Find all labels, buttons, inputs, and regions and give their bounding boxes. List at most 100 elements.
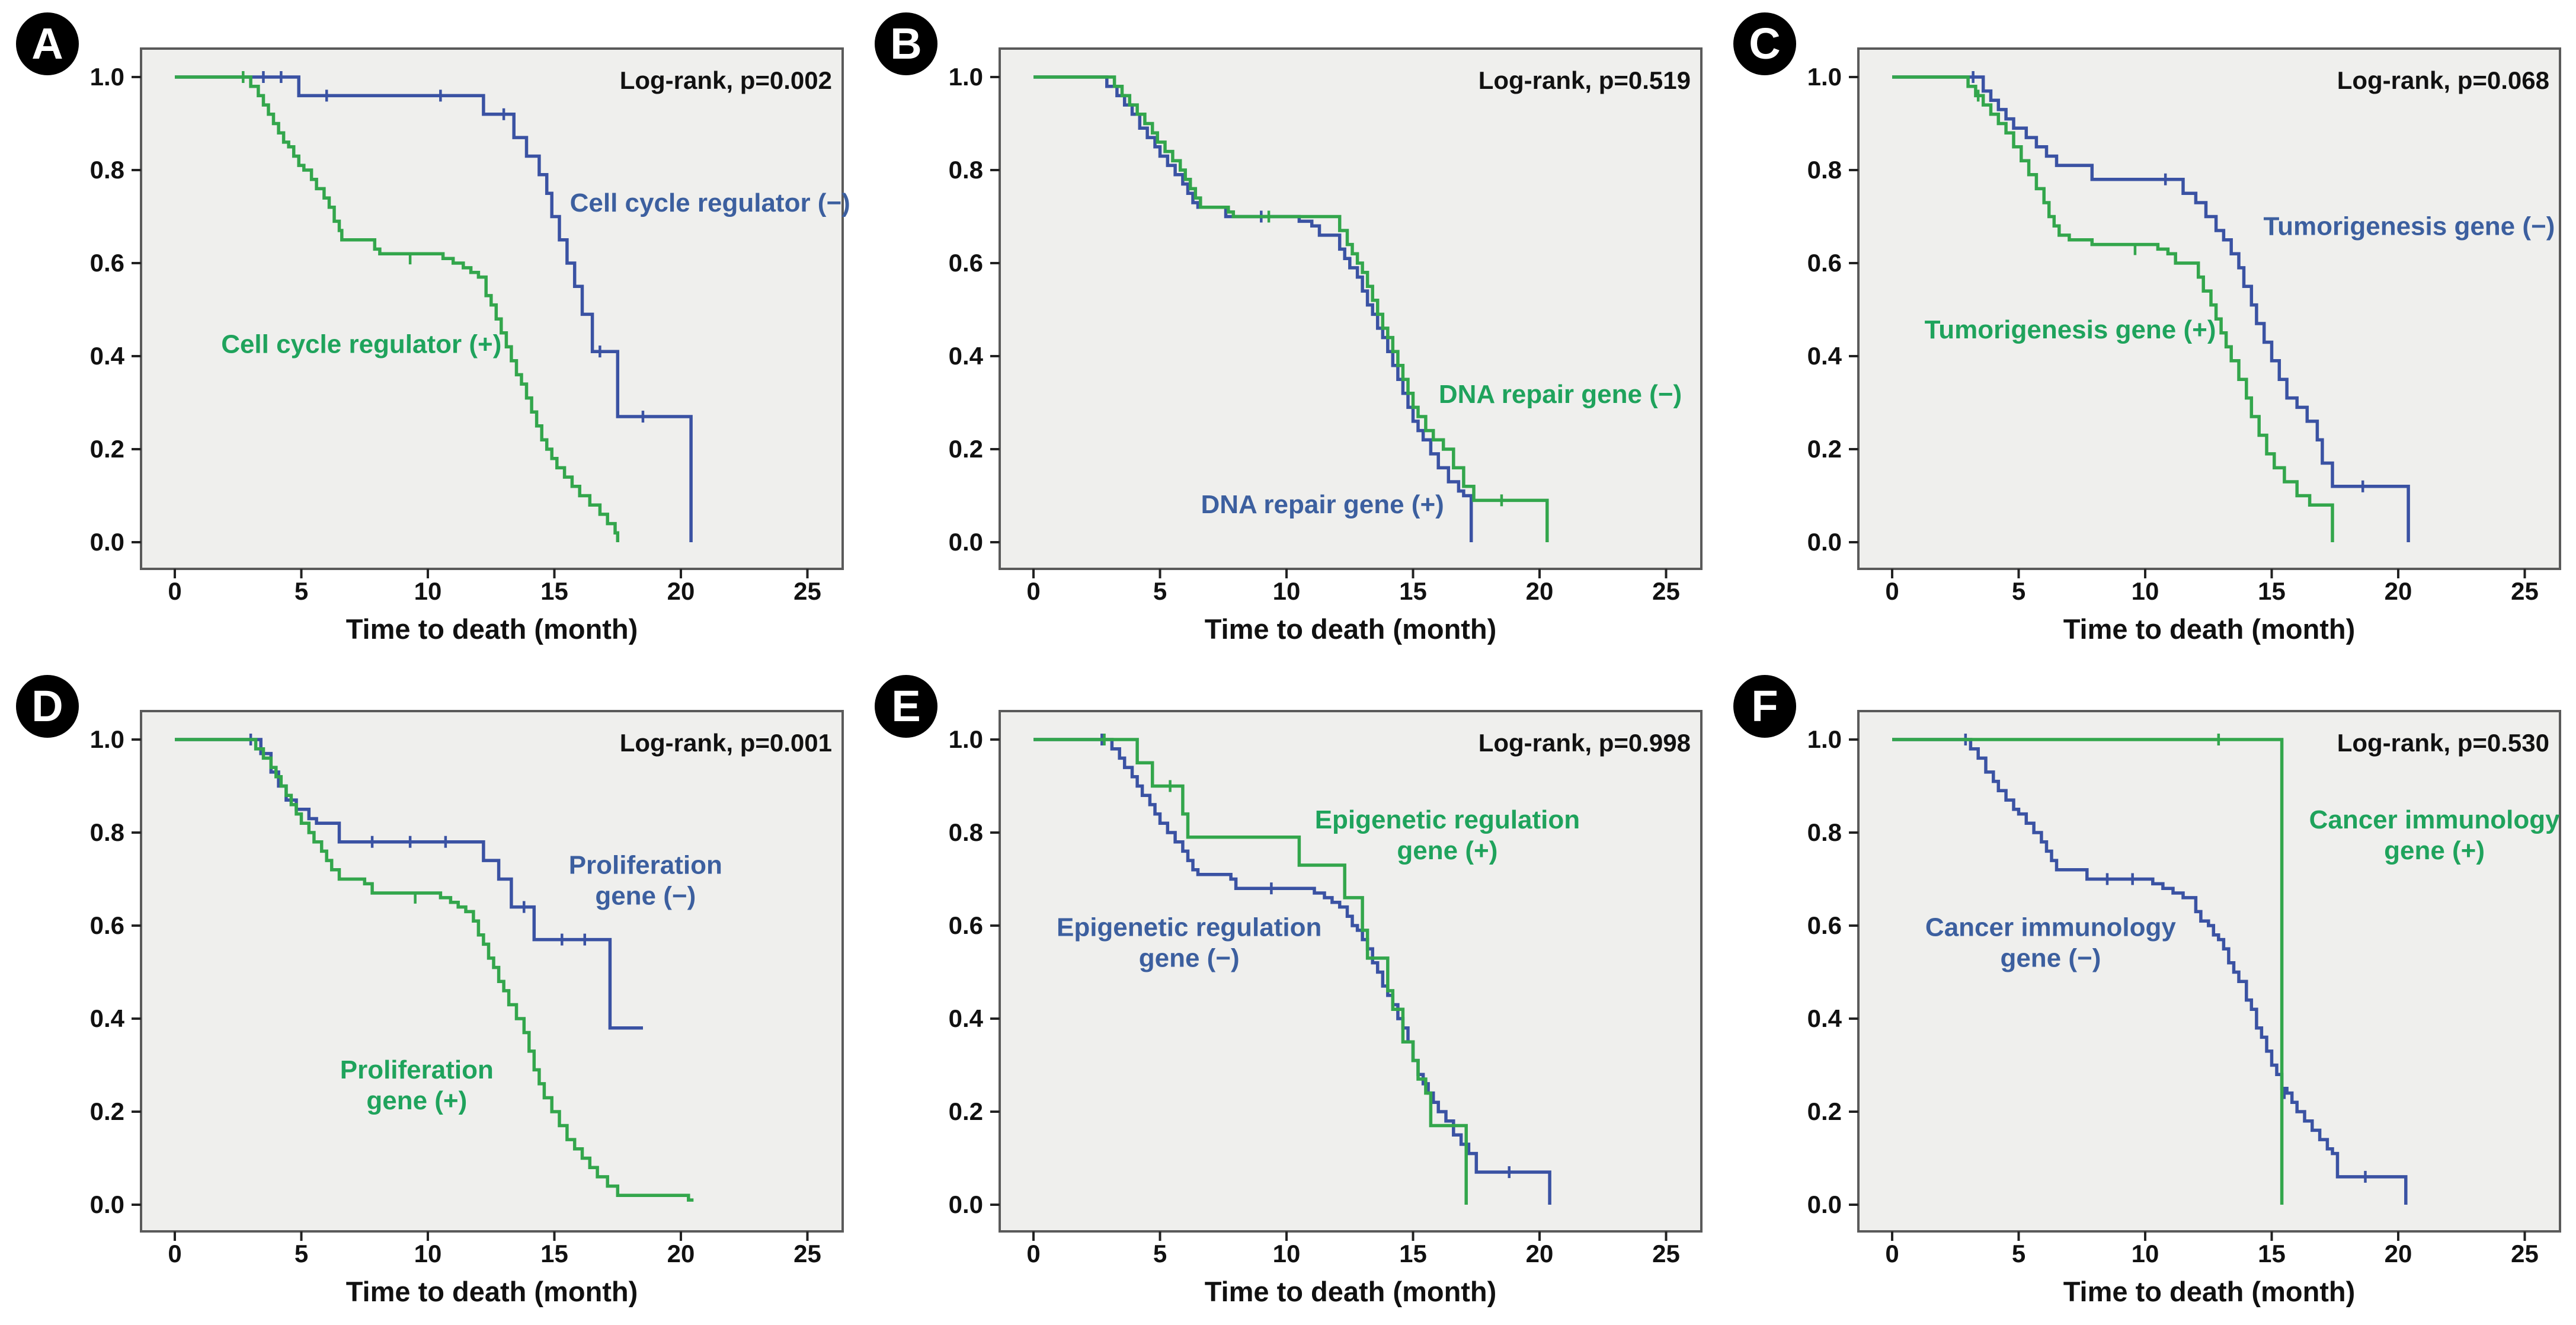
curve-label-blue: Tumorigenesis gene (−) (2264, 212, 2555, 241)
y-tick-label: 0.0 (1807, 528, 1842, 556)
x-tick-label: 5 (1153, 577, 1167, 605)
curve-label-green: Cell cycle regulator (+) (221, 330, 501, 359)
km-chart-e: 0 5 10 15 20 25 0.0 0.2 0.4 0.6 0.8 1.0 Time to deat… (859, 662, 1717, 1325)
y-tick-label: 0.8 (90, 818, 124, 846)
y-tick-label: 0.8 (1807, 156, 1842, 184)
panel-e: E 0 5 10 15 20 25 0.0 0.2 0.4 0.6 0.8 1.0 Time to de… (859, 662, 1717, 1325)
survival-curve-green (1892, 75, 2334, 542)
y-tick-label: 1.0 (90, 725, 124, 753)
y-tick-label: 0.0 (949, 1190, 983, 1218)
x-tick-label: 25 (793, 577, 821, 605)
panel-b-badge: B (875, 12, 937, 75)
panel-b-letter: B (890, 19, 922, 68)
x-tick-label: 0 (168, 577, 181, 605)
y-tick-label: 0.6 (1807, 249, 1842, 277)
x-tick-label: 0 (168, 1240, 181, 1268)
x-tick-label: 10 (1273, 577, 1301, 605)
panel-f-letter: F (1751, 681, 1778, 731)
x-axis-title: Time to death (month) (2063, 1276, 2356, 1307)
panel-c-badge: C (1733, 12, 1796, 75)
x-tick-label: 10 (2132, 1240, 2159, 1268)
x-tick-label: 25 (2511, 577, 2539, 605)
x-axis-title: Time to death (month) (346, 1276, 638, 1307)
curve-label-green: Cancer immunology gene (+) (2309, 805, 2560, 865)
x-axis-title: Time to death (month) (2063, 613, 2356, 645)
y-tick-label: 0.4 (90, 1004, 125, 1032)
y-tick-label: 0.8 (90, 156, 124, 184)
y-tick-label: 0.6 (1807, 911, 1842, 939)
curve-label-blue: Cancer immunology gene (−) (1925, 913, 2176, 973)
logrank-annotation: Log-rank, p=0.998 (1479, 729, 1691, 757)
survival-curve-green (175, 738, 694, 1202)
panel-a: A 0 5 10 15 20 25 0.0 0.2 0.4 0.6 0.8 1.0 Time to de… (0, 0, 859, 662)
survival-curve-blue (1892, 75, 2410, 542)
y-tick-label: 0.2 (90, 435, 124, 463)
curve-label-blue: Cell cycle regulator (−) (570, 188, 850, 217)
y-tick-label: 0.8 (949, 818, 983, 846)
x-tick-label: 15 (2258, 577, 2286, 605)
y-tick-label: 0.0 (949, 528, 983, 556)
y-tick-label: 0.8 (1807, 818, 1842, 846)
x-tick-label: 20 (667, 577, 695, 605)
x-tick-label: 0 (1885, 577, 1899, 605)
km-plot-C: 0 5 10 15 20 25 0.0 0.2 0.4 0.6 0.8 1.0 Time to deat… (1807, 47, 2561, 645)
plot-area (999, 710, 1703, 1233)
panel-c-letter: C (1749, 19, 1781, 68)
logrank-annotation: Log-rank, p=0.001 (620, 729, 832, 757)
y-tick-label: 0.6 (90, 911, 124, 939)
x-tick-label: 20 (2385, 577, 2412, 605)
y-tick-label: 0.4 (1807, 342, 1842, 370)
km-chart-a: 0 5 10 15 20 25 0.0 0.2 0.4 0.6 0.8 1.0 Time to deat… (0, 0, 859, 662)
y-tick-label: 0.4 (1807, 1004, 1842, 1032)
x-tick-label: 15 (2258, 1240, 2286, 1268)
x-tick-label: 10 (1273, 1240, 1301, 1268)
logrank-annotation: Log-rank, p=0.519 (1479, 66, 1691, 94)
curve-label-blue: Epigenetic regulation gene (−) (1057, 913, 1321, 973)
panel-d-badge: D (16, 675, 79, 738)
logrank-annotation: Log-rank, p=0.002 (620, 66, 832, 94)
x-tick-label: 0 (1026, 1240, 1040, 1268)
y-tick-label: 0.4 (949, 1004, 984, 1032)
y-tick-label: 0.6 (949, 249, 983, 277)
panel-e-letter: E (891, 681, 921, 731)
plot-area (140, 710, 844, 1233)
x-tick-label: 20 (2385, 1240, 2412, 1268)
x-tick-label: 5 (2012, 577, 2025, 605)
y-tick-label: 0.8 (949, 156, 983, 184)
km-chart-c: 0 5 10 15 20 25 0.0 0.2 0.4 0.6 0.8 1.0 Time to deat… (1717, 0, 2576, 662)
x-tick-label: 10 (2132, 577, 2159, 605)
x-tick-label: 15 (1399, 577, 1427, 605)
y-tick-label: 0.6 (949, 911, 983, 939)
y-tick-label: 1.0 (1807, 725, 1842, 753)
y-tick-label: 0.0 (90, 1190, 124, 1218)
curve-label-green: Tumorigenesis gene (+) (1925, 315, 2216, 344)
plot-area (999, 47, 1703, 570)
panel-a-badge: A (16, 12, 79, 75)
km-plot-B: 0 5 10 15 20 25 0.0 0.2 0.4 0.6 0.8 1.0 Time to deat… (949, 47, 1703, 645)
survival-curve-green (1033, 75, 1549, 542)
panel-f-badge: F (1733, 675, 1796, 738)
survival-curve-blue (1033, 75, 1473, 542)
y-tick-label: 0.2 (1807, 435, 1842, 463)
panel-f: F 0 5 10 15 20 25 0.0 0.2 0.4 0.6 0.8 1.0 Time to de… (1717, 662, 2576, 1325)
x-axis-title: Time to death (month) (1205, 613, 1497, 645)
x-tick-label: 0 (1885, 1240, 1899, 1268)
y-tick-label: 1.0 (949, 725, 983, 753)
survival-curve-green (1033, 738, 1468, 1205)
x-tick-label: 5 (295, 1240, 308, 1268)
km-plot-F: 0 5 10 15 20 25 0.0 0.2 0.4 0.6 0.8 1.0 Time to deat… (1807, 710, 2561, 1307)
plot-area (1857, 710, 2561, 1233)
y-tick-label: 0.0 (90, 528, 124, 556)
km-chart-d: 0 5 10 15 20 25 0.0 0.2 0.4 0.6 0.8 1.0 Time to deat… (0, 662, 859, 1325)
x-axis-title: Time to death (month) (1205, 1276, 1497, 1307)
km-plot-D: 0 5 10 15 20 25 0.0 0.2 0.4 0.6 0.8 1.0 Time to deat… (90, 710, 844, 1307)
y-tick-label: 0.4 (949, 342, 984, 370)
y-tick-label: 1.0 (90, 63, 124, 91)
curve-label-green: DNA repair gene (−) (1439, 380, 1682, 409)
panel-d-letter: D (31, 681, 63, 731)
y-tick-label: 0.4 (90, 342, 125, 370)
y-tick-label: 0.2 (949, 435, 983, 463)
panel-c: C 0 5 10 15 20 25 0.0 0.2 0.4 0.6 0.8 1.0 Time to de… (1717, 0, 2576, 662)
x-tick-label: 15 (1399, 1240, 1427, 1268)
